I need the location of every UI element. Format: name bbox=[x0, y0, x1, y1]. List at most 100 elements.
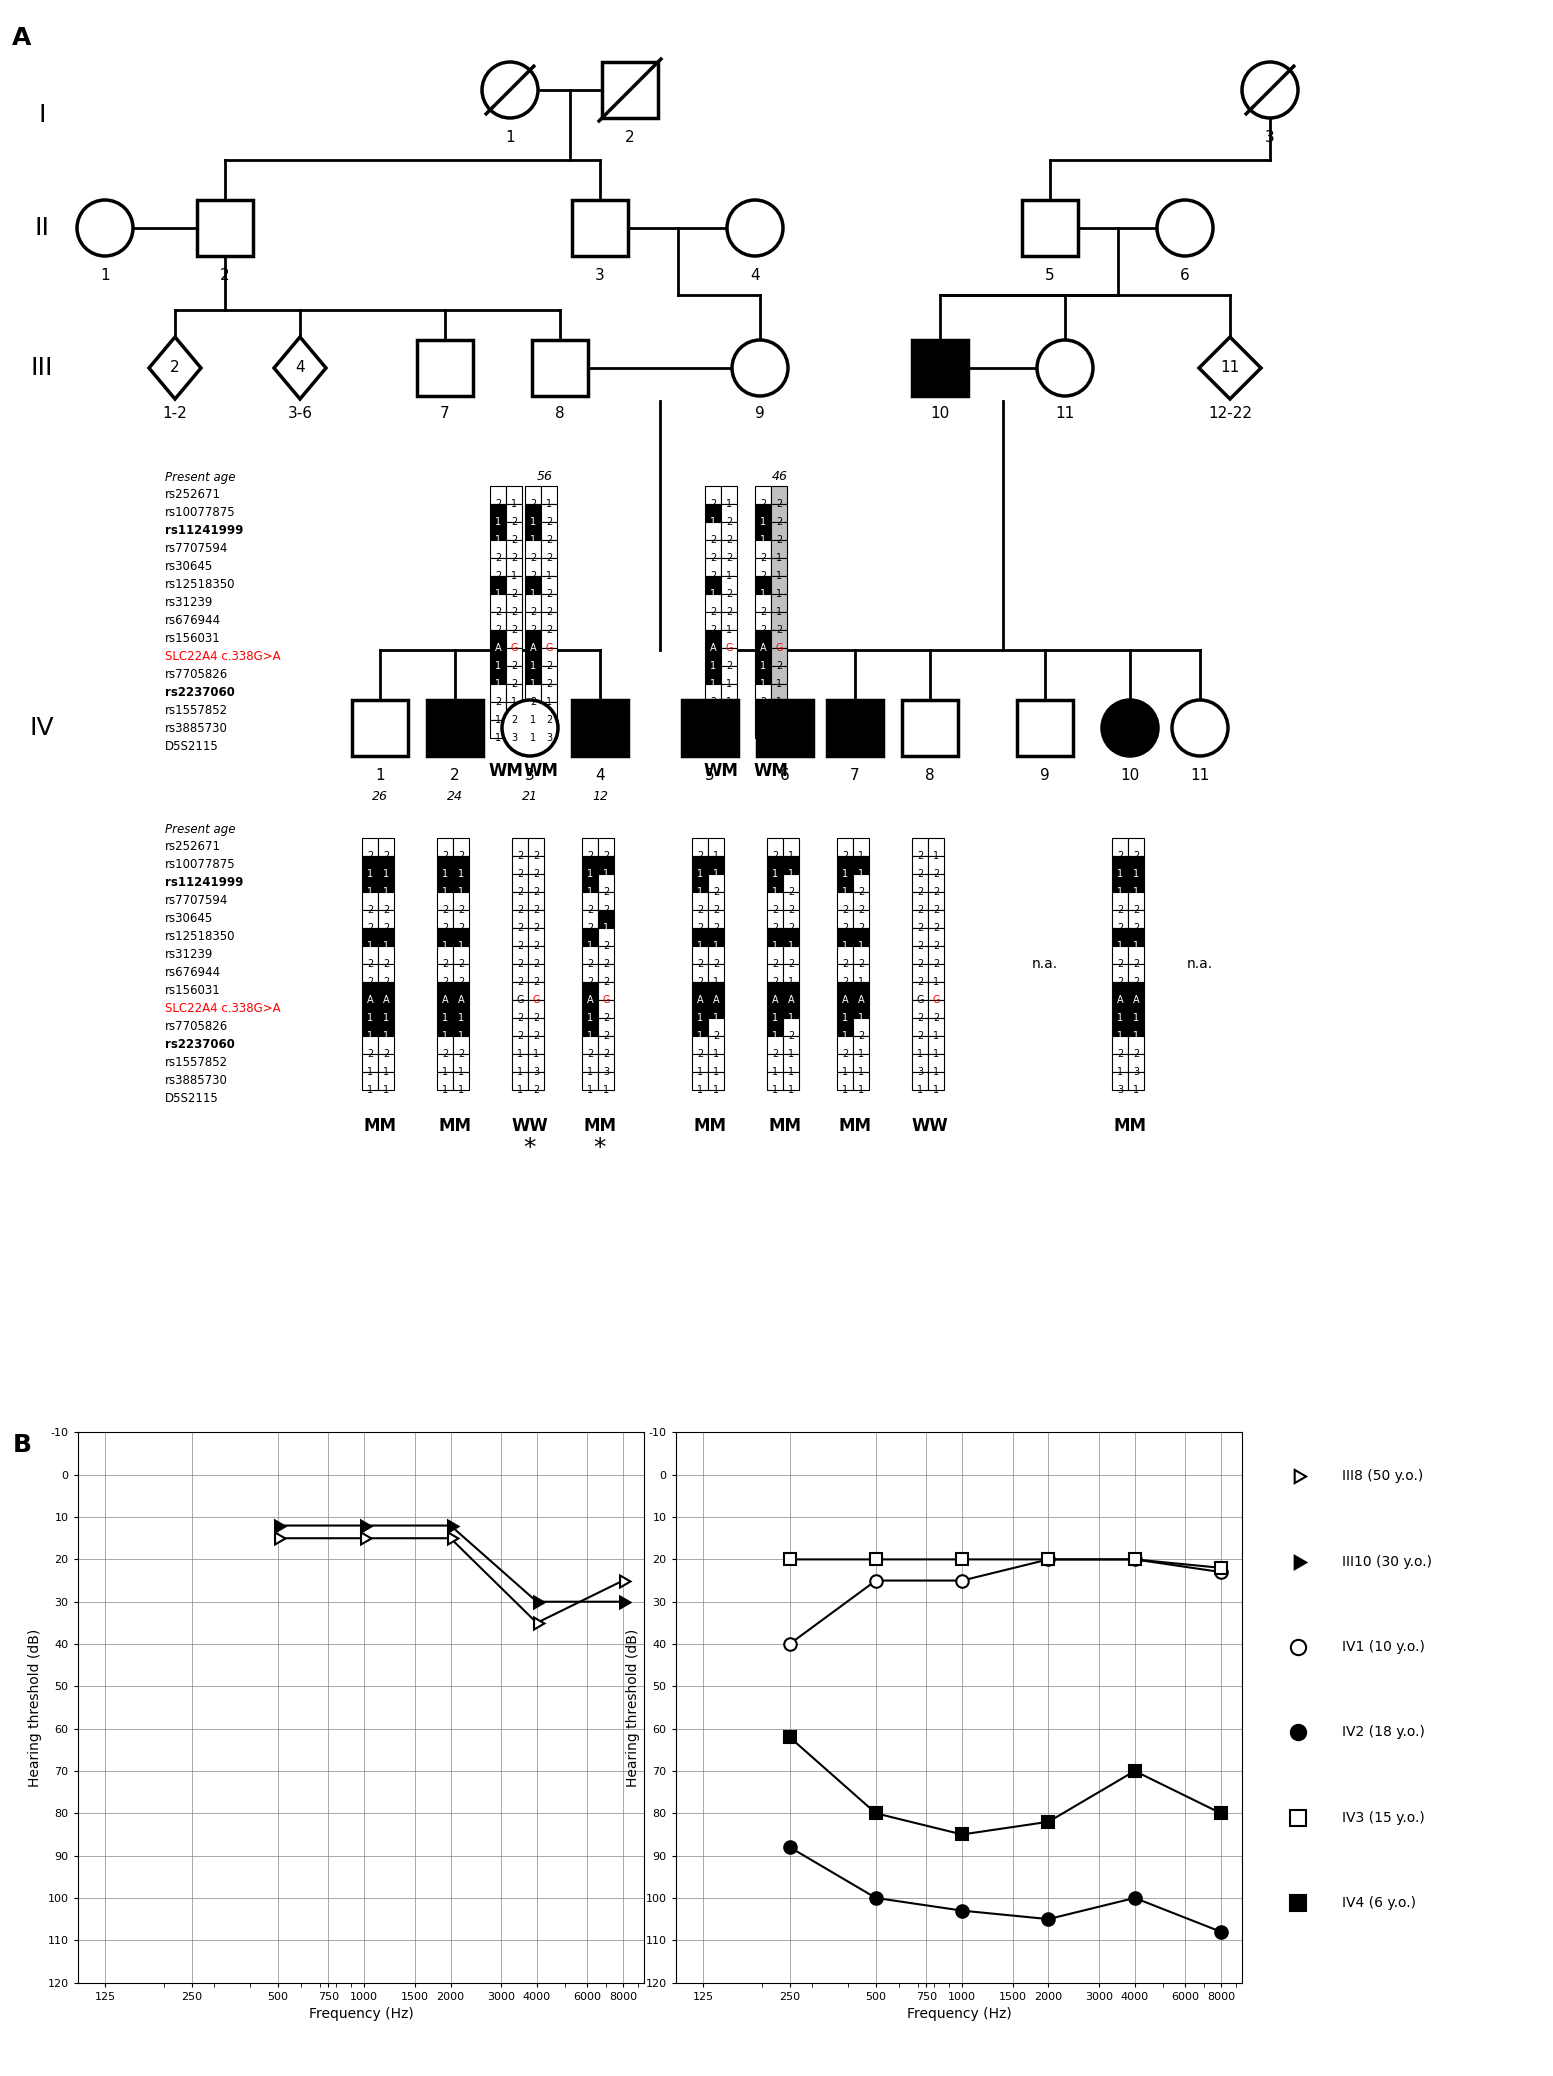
Bar bbox=[540, 612, 558, 629]
Bar bbox=[525, 720, 540, 737]
Bar bbox=[770, 720, 787, 737]
Text: 2: 2 bbox=[443, 924, 449, 932]
Text: 1: 1 bbox=[759, 590, 766, 600]
Bar bbox=[705, 666, 721, 683]
Text: 1: 1 bbox=[517, 1067, 523, 1077]
Bar bbox=[1127, 909, 1145, 928]
Text: 2: 2 bbox=[842, 978, 848, 986]
Text: 2: 2 bbox=[511, 536, 517, 546]
Bar bbox=[837, 855, 853, 874]
Text: 10: 10 bbox=[1120, 768, 1140, 783]
Text: 1: 1 bbox=[710, 733, 716, 743]
Bar bbox=[770, 521, 787, 540]
Bar bbox=[528, 855, 544, 874]
Text: 3: 3 bbox=[595, 268, 604, 282]
Text: 2: 2 bbox=[857, 886, 863, 897]
Text: rs12518350: rs12518350 bbox=[165, 579, 236, 592]
Text: 2: 2 bbox=[533, 870, 539, 878]
Text: 2: 2 bbox=[1132, 1048, 1138, 1059]
Text: G: G bbox=[533, 994, 540, 1005]
Text: 1: 1 bbox=[725, 498, 731, 509]
Text: 2: 2 bbox=[772, 959, 778, 969]
Bar bbox=[525, 504, 540, 521]
Bar bbox=[767, 839, 783, 855]
Bar bbox=[853, 839, 870, 855]
Text: 2: 2 bbox=[933, 924, 940, 932]
Bar bbox=[693, 874, 708, 893]
Text: 2: 2 bbox=[530, 552, 536, 563]
Bar bbox=[362, 1055, 377, 1071]
Text: 2: 2 bbox=[530, 698, 536, 708]
Text: 2: 2 bbox=[495, 606, 502, 617]
Bar bbox=[708, 1055, 724, 1071]
Bar bbox=[377, 982, 394, 1001]
Bar bbox=[767, 1017, 783, 1036]
Bar bbox=[755, 629, 770, 648]
Text: 2: 2 bbox=[842, 851, 848, 862]
Text: 1: 1 bbox=[916, 1048, 922, 1059]
Bar bbox=[693, 909, 708, 928]
Bar bbox=[929, 982, 944, 1001]
Text: 2: 2 bbox=[857, 924, 863, 932]
Text: 5: 5 bbox=[1045, 268, 1054, 282]
Bar bbox=[708, 928, 724, 947]
Text: 1: 1 bbox=[1117, 886, 1123, 897]
Bar bbox=[853, 1001, 870, 1017]
Text: 1: 1 bbox=[776, 571, 783, 581]
Text: 2: 2 bbox=[603, 905, 609, 916]
Text: 2: 2 bbox=[710, 536, 716, 546]
Text: 1: 1 bbox=[697, 940, 704, 951]
Bar bbox=[929, 1001, 944, 1017]
Text: 1: 1 bbox=[697, 870, 704, 878]
Bar bbox=[1127, 963, 1145, 982]
Bar bbox=[436, 1017, 453, 1036]
Bar bbox=[929, 928, 944, 947]
Bar bbox=[770, 629, 787, 648]
Text: A: A bbox=[759, 644, 766, 654]
Bar bbox=[1127, 1001, 1145, 1017]
Text: 9: 9 bbox=[755, 405, 766, 421]
Bar bbox=[491, 558, 506, 575]
Text: 2: 2 bbox=[384, 959, 390, 969]
Bar bbox=[491, 540, 506, 558]
Text: 1: 1 bbox=[384, 1067, 390, 1077]
Text: 3: 3 bbox=[1266, 131, 1275, 145]
Text: 3: 3 bbox=[511, 733, 517, 743]
Text: rs31239: rs31239 bbox=[165, 596, 213, 610]
Text: 2: 2 bbox=[495, 698, 502, 708]
Text: 1: 1 bbox=[776, 679, 783, 689]
Text: 1: 1 bbox=[587, 1032, 593, 1040]
Text: 3: 3 bbox=[525, 768, 534, 783]
Text: 2: 2 bbox=[533, 1032, 539, 1040]
Text: 2: 2 bbox=[458, 905, 464, 916]
Bar bbox=[540, 575, 558, 594]
Text: 1-2: 1-2 bbox=[163, 405, 188, 421]
Text: A: A bbox=[382, 994, 390, 1005]
Bar bbox=[491, 486, 506, 504]
Bar bbox=[436, 982, 453, 1001]
Bar bbox=[525, 702, 540, 720]
Bar bbox=[512, 963, 528, 982]
Bar bbox=[540, 702, 558, 720]
Text: 1: 1 bbox=[857, 940, 863, 951]
Text: 2: 2 bbox=[710, 498, 716, 509]
Text: Present age: Present age bbox=[165, 822, 236, 835]
Bar bbox=[582, 1071, 598, 1090]
Bar bbox=[708, 874, 724, 893]
Bar bbox=[721, 702, 738, 720]
Text: 2: 2 bbox=[533, 886, 539, 897]
Text: 2: 2 bbox=[517, 924, 523, 932]
Text: G: G bbox=[516, 994, 523, 1005]
Text: 2: 2 bbox=[511, 552, 517, 563]
Text: 2: 2 bbox=[545, 536, 553, 546]
Text: 2: 2 bbox=[725, 517, 731, 527]
Bar bbox=[582, 909, 598, 928]
Bar bbox=[512, 855, 528, 874]
Bar bbox=[598, 1055, 613, 1071]
Text: 1: 1 bbox=[367, 1086, 373, 1094]
Bar bbox=[525, 594, 540, 612]
Text: 2: 2 bbox=[603, 959, 609, 969]
Text: A: A bbox=[1132, 994, 1140, 1005]
Text: rs156031: rs156031 bbox=[165, 633, 221, 646]
Text: 1: 1 bbox=[517, 1086, 523, 1094]
